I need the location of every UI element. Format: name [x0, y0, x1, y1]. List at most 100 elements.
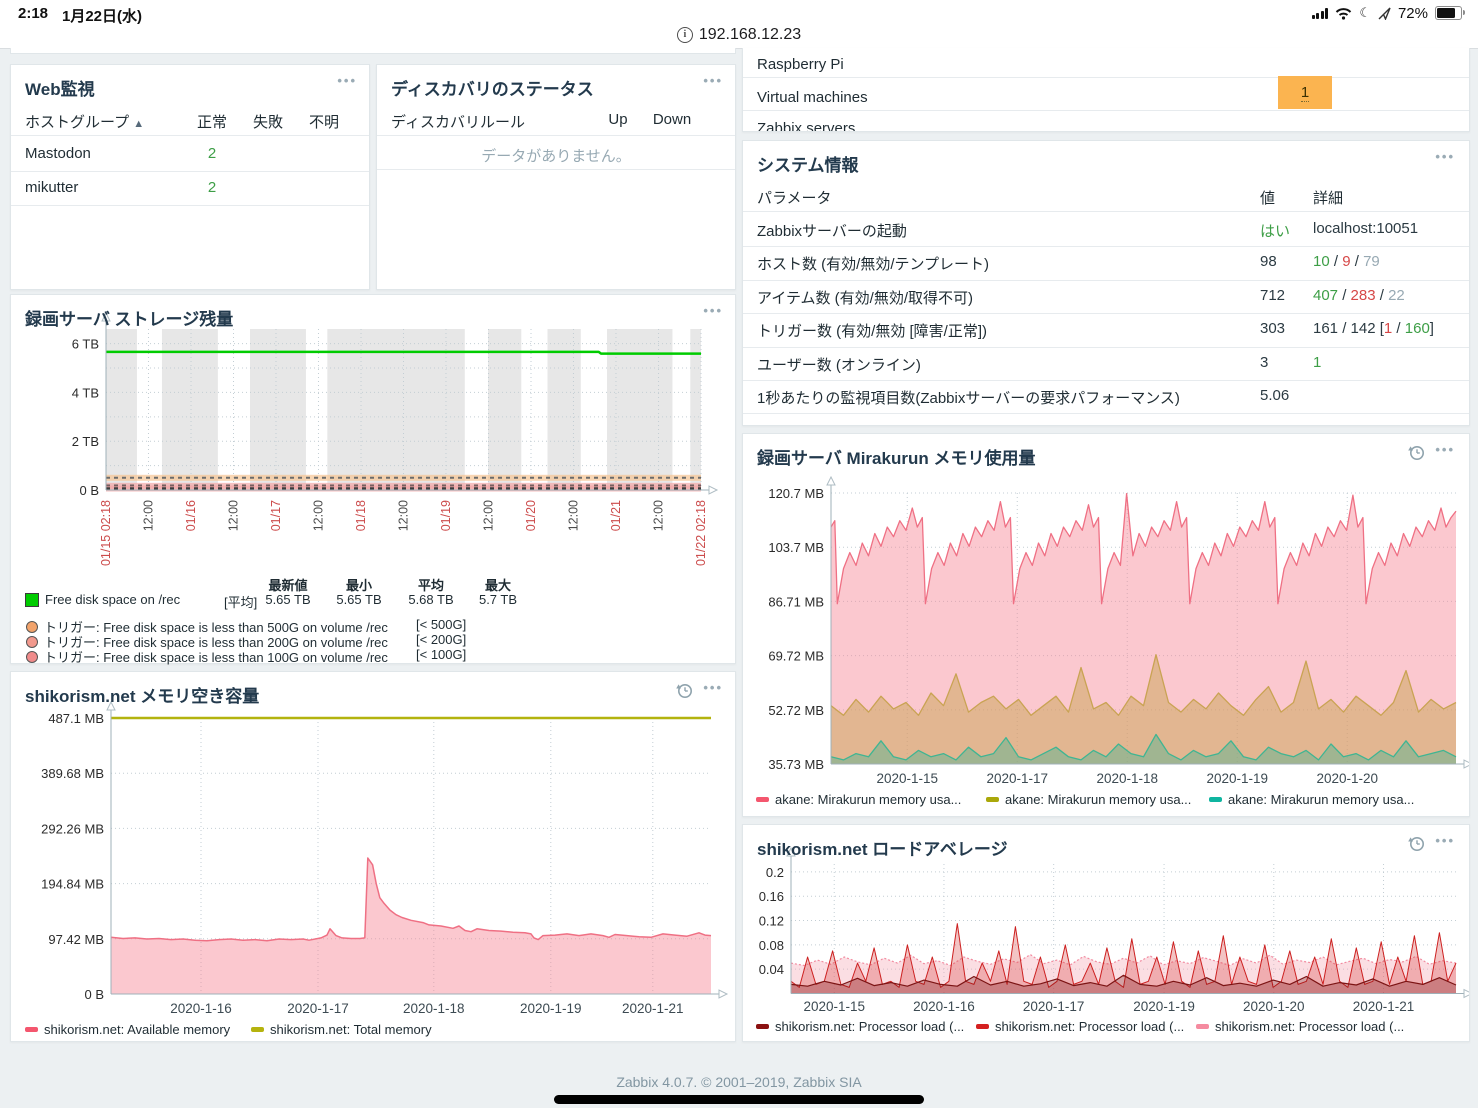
- widget-menu-icon[interactable]: •••: [703, 303, 723, 318]
- svg-text:12:00: 12:00: [482, 500, 496, 531]
- col-up: Up: [608, 111, 628, 128]
- svg-text:2020-1-18: 2020-1-18: [403, 1001, 465, 1016]
- hostgroup-link-raspberry-pi[interactable]: Raspberry Pi: [757, 56, 844, 73]
- svg-text:01/21: 01/21: [609, 500, 623, 531]
- svg-text:01/22 02:18: 01/22 02:18: [694, 500, 708, 566]
- widget-title: shikorism.net メモリ空き容量: [25, 687, 260, 706]
- cellular-signal-icon: [1311, 7, 1329, 19]
- trigger-swatch: [26, 650, 38, 663]
- address-bar[interactable]: i 192.168.12.23: [0, 22, 1478, 48]
- legend-item: shikorism.net: Processor load (...: [756, 1019, 964, 1034]
- legend-func: [平均]: [224, 595, 258, 610]
- hostgroup-link[interactable]: mikutter: [25, 179, 79, 196]
- series-swatch: [25, 592, 39, 607]
- widget-menu-icon[interactable]: •••: [703, 73, 723, 88]
- svg-text:01/20: 01/20: [524, 500, 538, 531]
- trigger-threshold: [< 500G]: [416, 617, 467, 632]
- series-swatch: [756, 1024, 769, 1029]
- storage-chart[interactable]: 6 TB 4 TB 2 TB 0 B 01/15 02:18 12:00 01/16 12:0…: [11, 295, 735, 663]
- svg-text:12:00: 12:00: [566, 500, 580, 531]
- legend-item: akane: Mirakurun memory usa...: [986, 792, 1191, 807]
- widget-storage-graph: 6 TB 4 TB 2 TB 0 B 01/15 02:18 12:00 01/16 12:0…: [10, 294, 736, 665]
- svg-text:2020-1-19: 2020-1-19: [1133, 999, 1195, 1014]
- param-name: ホスト数 (有効/無効/テンプレート): [757, 256, 990, 274]
- col-value: 値: [1260, 190, 1276, 207]
- col-details: 詳細: [1313, 190, 1344, 207]
- svg-text:01/19: 01/19: [439, 500, 453, 531]
- load-chart[interactable]: 0.2 0.16 0.12 0.08 0.04 2020-1-15 2020-1-16 202…: [743, 825, 1469, 1017]
- widget-mirakurun-graph: 120.7 MB 103.7 MB 86.71 MB 69.72 MB 52.72 MB…: [742, 433, 1470, 817]
- clipped-widget-bottom: [10, 48, 736, 54]
- legend-stat-value: 5.68 TB: [408, 592, 454, 607]
- widget-menu-icon[interactable]: •••: [1435, 833, 1455, 848]
- svg-text:2020-1-21: 2020-1-21: [1353, 999, 1415, 1014]
- page-info-icon[interactable]: i: [676, 27, 693, 43]
- col-failed: 失敗: [252, 114, 283, 131]
- series-swatch: [1196, 1024, 1209, 1029]
- history-clock-icon[interactable]: [1407, 834, 1425, 852]
- home-indicator[interactable]: [554, 1095, 924, 1104]
- history-clock-icon[interactable]: [675, 681, 693, 699]
- battery-icon: [1435, 6, 1465, 20]
- svg-text:0 B: 0 B: [84, 987, 104, 1002]
- svg-text:86.71 MB: 86.71 MB: [768, 594, 824, 609]
- widget-title: ディスカバリのステータス: [391, 80, 594, 99]
- hostgroup-link[interactable]: Mastodon: [25, 145, 91, 162]
- widget-menu-icon[interactable]: •••: [703, 680, 723, 695]
- widget-menu-icon[interactable]: •••: [1435, 149, 1455, 164]
- trigger-swatch: [26, 620, 38, 633]
- param-details: 10 / 9 / 79: [1313, 253, 1380, 271]
- legend-item: akane: Mirakurun memory usa...: [1209, 792, 1414, 807]
- svg-text:12:00: 12:00: [141, 500, 155, 531]
- hostgroup-link-virtual-machines[interactable]: Virtual machines: [757, 89, 868, 106]
- svg-text:0.2: 0.2: [766, 865, 784, 880]
- legend-stat-header: 最新値: [268, 578, 308, 593]
- wifi-icon: [1336, 7, 1352, 20]
- svg-text:01/15 02:18: 01/15 02:18: [99, 500, 113, 566]
- trigger-threshold: [< 100G]: [416, 647, 467, 662]
- legend-item-trigger: トリガー: Free disk space is less than 200G …: [26, 632, 388, 651]
- series-swatch: [25, 1027, 38, 1032]
- widget-title: Web監視: [25, 80, 95, 99]
- hostgroup-link-zabbix-servers[interactable]: Zabbix servers: [757, 120, 856, 132]
- memory-chart[interactable]: 487.1 MB 389.68 MB 292.26 MB 194.84 MB 97.42…: [11, 672, 735, 1020]
- problem-count-badge[interactable]: 1: [1278, 76, 1332, 109]
- svg-text:12:00: 12:00: [311, 500, 325, 531]
- svg-text:0.16: 0.16: [759, 889, 784, 904]
- param-name: Zabbixサーバーの起動: [757, 223, 907, 240]
- empty-message: データがありません。: [481, 148, 631, 165]
- legend-item: shikorism.net: Available memory: [25, 1022, 230, 1037]
- ok-count: 2: [207, 179, 217, 196]
- svg-text:01/18: 01/18: [354, 500, 368, 531]
- col-discovery-rule: ディスカバリルール: [391, 114, 525, 131]
- svg-text:0.04: 0.04: [759, 962, 784, 977]
- svg-text:194.84 MB: 194.84 MB: [41, 877, 104, 892]
- history-clock-icon[interactable]: [1407, 443, 1425, 461]
- legend-item: shikorism.net: Processor load (...: [976, 1019, 1184, 1034]
- legend-item: shikorism.net: Processor load (...: [1196, 1019, 1404, 1034]
- status-date: 1月22日(水): [62, 8, 143, 25]
- svg-text:2020-1-21: 2020-1-21: [622, 1001, 684, 1016]
- trigger-swatch: [26, 635, 38, 648]
- param-details: 407 / 283 / 22: [1313, 286, 1405, 304]
- svg-text:2020-1-17: 2020-1-17: [287, 1001, 349, 1016]
- mirakurun-chart[interactable]: 120.7 MB 103.7 MB 86.71 MB 69.72 MB 52.72 MB…: [743, 434, 1469, 788]
- zabbix-footer-link[interactable]: Zabbix 4.0.7. © 2001–2019, Zabbix SIA: [616, 1074, 862, 1090]
- widget-menu-icon[interactable]: •••: [1435, 442, 1455, 457]
- series-swatch: [756, 797, 769, 802]
- url-text[interactable]: 192.168.12.23: [698, 26, 802, 43]
- svg-text:01/17: 01/17: [269, 500, 283, 531]
- sort-asc-icon: ▲: [133, 118, 145, 130]
- svg-text:6 TB: 6 TB: [72, 337, 99, 352]
- widget-title: 録画サーバ Mirakurun メモリ使用量: [757, 449, 1036, 468]
- param-value: 712: [1260, 286, 1286, 304]
- svg-text:2020-1-17: 2020-1-17: [986, 771, 1048, 786]
- svg-text:01/16: 01/16: [184, 500, 198, 531]
- legend-item: akane: Mirakurun memory usa...: [756, 792, 961, 807]
- moon-icon: ☾: [1359, 5, 1371, 20]
- col-hostgroup[interactable]: ホストグループ ▲: [25, 114, 145, 131]
- widget-menu-icon[interactable]: •••: [337, 73, 357, 88]
- widget-title: システム情報: [757, 156, 859, 175]
- widget-discovery-status: ディスカバリのステータス ••• ディスカバリルール Up Down データがあ…: [376, 64, 736, 290]
- col-parameter: パラメータ: [757, 190, 832, 207]
